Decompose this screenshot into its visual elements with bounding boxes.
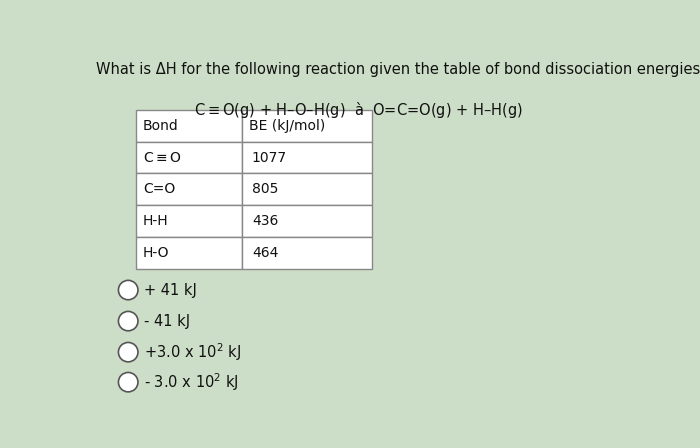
- Text: What is ΔH for the following reaction given the table of bond dissociation energ: What is ΔH for the following reaction gi…: [96, 62, 700, 78]
- Bar: [136, 142, 242, 173]
- Bar: [136, 205, 242, 237]
- Ellipse shape: [118, 342, 138, 362]
- Bar: [136, 237, 242, 269]
- Bar: [136, 110, 242, 142]
- Text: + 41 kJ: + 41 kJ: [144, 283, 197, 297]
- Text: 464: 464: [252, 246, 279, 260]
- Text: 436: 436: [252, 214, 279, 228]
- Text: 1077: 1077: [252, 151, 287, 164]
- Bar: [242, 142, 372, 173]
- Text: - 3.0 x 10$^2$ kJ: - 3.0 x 10$^2$ kJ: [144, 371, 239, 393]
- Text: - 41 kJ: - 41 kJ: [144, 314, 190, 328]
- Text: 805: 805: [252, 182, 279, 196]
- Text: Bond: Bond: [143, 119, 178, 133]
- Bar: [242, 205, 372, 237]
- Text: BE (kJ/mol): BE (kJ/mol): [248, 119, 325, 133]
- Bar: [242, 173, 372, 205]
- Text: C$\equiv$O: C$\equiv$O: [143, 151, 182, 164]
- Ellipse shape: [118, 311, 138, 331]
- Bar: [242, 237, 372, 269]
- Text: +3.0 x 10$^2$ kJ: +3.0 x 10$^2$ kJ: [144, 341, 241, 363]
- Ellipse shape: [118, 372, 138, 392]
- Ellipse shape: [118, 280, 138, 300]
- Text: C=O: C=O: [143, 182, 175, 196]
- Text: H-H: H-H: [143, 214, 169, 228]
- Text: C$\equiv$O(g) + H–O–H(g)  à  O=C=O(g) + H–H(g): C$\equiv$O(g) + H–O–H(g) à O=C=O(g) + H–…: [195, 100, 523, 121]
- Bar: [136, 173, 242, 205]
- Bar: [242, 110, 372, 142]
- Text: H-O: H-O: [143, 246, 169, 260]
